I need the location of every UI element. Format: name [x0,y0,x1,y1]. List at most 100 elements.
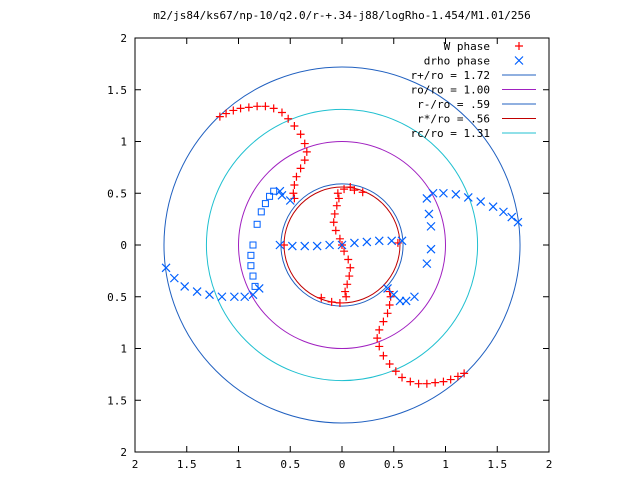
point-s1-33 [426,244,436,254]
point-s1-30 [513,217,523,227]
point-s0-61 [446,375,455,384]
legend-label-4: r-/ro = .59 [417,98,490,111]
point-s1-21 [422,194,432,203]
point-s0-0 [215,112,224,121]
point-s1-0 [161,263,171,273]
point-s1-19 [387,236,397,246]
legend-label-1: drho phase [424,55,490,68]
point-s0-5 [253,102,262,111]
point-s0-16 [292,172,301,181]
point-s1-15 [337,240,347,250]
point-s0-48 [379,317,388,326]
point-s1-39 [410,292,419,302]
point-s0-22 [332,201,341,210]
point-s0-4 [244,103,253,112]
point-s1-17 [362,237,372,247]
point-s0-36 [346,183,355,192]
point-s1-28 [499,207,508,217]
point-s0-10 [290,121,299,130]
point-s1-2 [180,281,190,291]
chart-title: m2/js84/ks67/np-10/q2.0/r-+.34-j88/logRh… [153,9,531,22]
y-tick-label-5: 0.5 [107,187,127,200]
point-s2-4 [253,220,261,228]
point-s2-7 [247,262,255,270]
point-s0-23 [330,209,339,218]
point-s0-30 [346,263,355,272]
point-s1-18 [374,236,384,246]
y-tick-label-4: 0 [120,239,127,252]
point-s0-20 [333,189,342,198]
point-s1-1 [169,273,179,283]
point-s0-11 [296,130,305,139]
point-s0-15 [296,164,305,173]
legend-swatch-1 [514,56,524,65]
point-s2-9 [251,282,259,290]
y-tick-label-8: 2 [120,32,127,45]
legend-label-0: W phase [444,40,490,53]
point-s1-31 [424,209,434,219]
point-s1-37 [395,296,405,306]
point-s0-28 [340,247,349,256]
circle-1 [238,141,446,349]
point-s1-32 [426,221,436,231]
point-s1-40 [285,196,295,205]
point-s0-14 [300,156,309,165]
point-s0-63 [460,369,469,378]
point-s1-27 [488,202,498,212]
point-s1-24 [451,189,461,199]
point-s1-34 [422,259,432,269]
y-tick-label-2: 1 [120,343,127,356]
point-s0-17 [290,180,299,189]
x-tick-label-0: 2 [132,458,139,471]
point-s0-56 [406,377,415,386]
circle-0 [163,66,521,424]
point-s0-33 [341,287,350,296]
point-s0-25 [331,226,340,235]
point-s0-34 [342,292,351,301]
point-s0-37 [350,186,359,195]
y-tick-label-0: 2 [120,446,127,459]
point-s0-9 [284,114,293,123]
x-tick-label-3: 0.5 [280,458,300,471]
x-tick-label-7: 1.5 [487,458,507,471]
point-s0-7 [269,104,278,113]
x-tick-label-5: 0.5 [384,458,404,471]
point-s1-12 [300,241,310,251]
point-s0-52 [379,351,388,360]
point-s0-2 [229,106,238,115]
point-s0-45 [386,292,395,301]
legend-swatch-0 [515,42,523,50]
point-s2-0 [270,187,278,195]
point-s0-13 [302,147,311,156]
point-s0-49 [375,325,384,334]
point-s1-14 [325,240,335,250]
point-s1-7 [240,292,250,302]
point-s0-38 [358,188,367,197]
point-s0-29 [344,255,353,264]
point-s0-55 [398,373,407,382]
point-s2-1 [266,192,274,200]
x-tick-label-4: 0 [339,458,346,471]
x-tick-label-1: 1.5 [177,458,197,471]
point-s1-11 [287,241,297,251]
points-layer [161,102,523,388]
point-s0-54 [391,367,400,376]
point-s1-23 [439,188,448,198]
point-s1-22 [428,188,438,198]
point-s0-18 [289,189,298,198]
point-s0-1 [222,109,231,118]
y-tick-label-3: 0.5 [107,291,127,304]
x-tick-label-6: 1 [442,458,449,471]
y-tick-label-6: 1 [120,136,127,149]
point-s1-6 [229,292,239,302]
point-s1-25 [463,192,473,202]
point-s1-5 [217,292,227,302]
point-s1-29 [507,212,517,222]
point-s0-6 [261,102,270,111]
point-s1-20 [397,236,407,246]
point-s0-3 [236,104,245,113]
x-tick-label-8: 2 [546,458,553,471]
point-s0-35 [340,185,349,194]
point-s0-31 [345,272,354,281]
